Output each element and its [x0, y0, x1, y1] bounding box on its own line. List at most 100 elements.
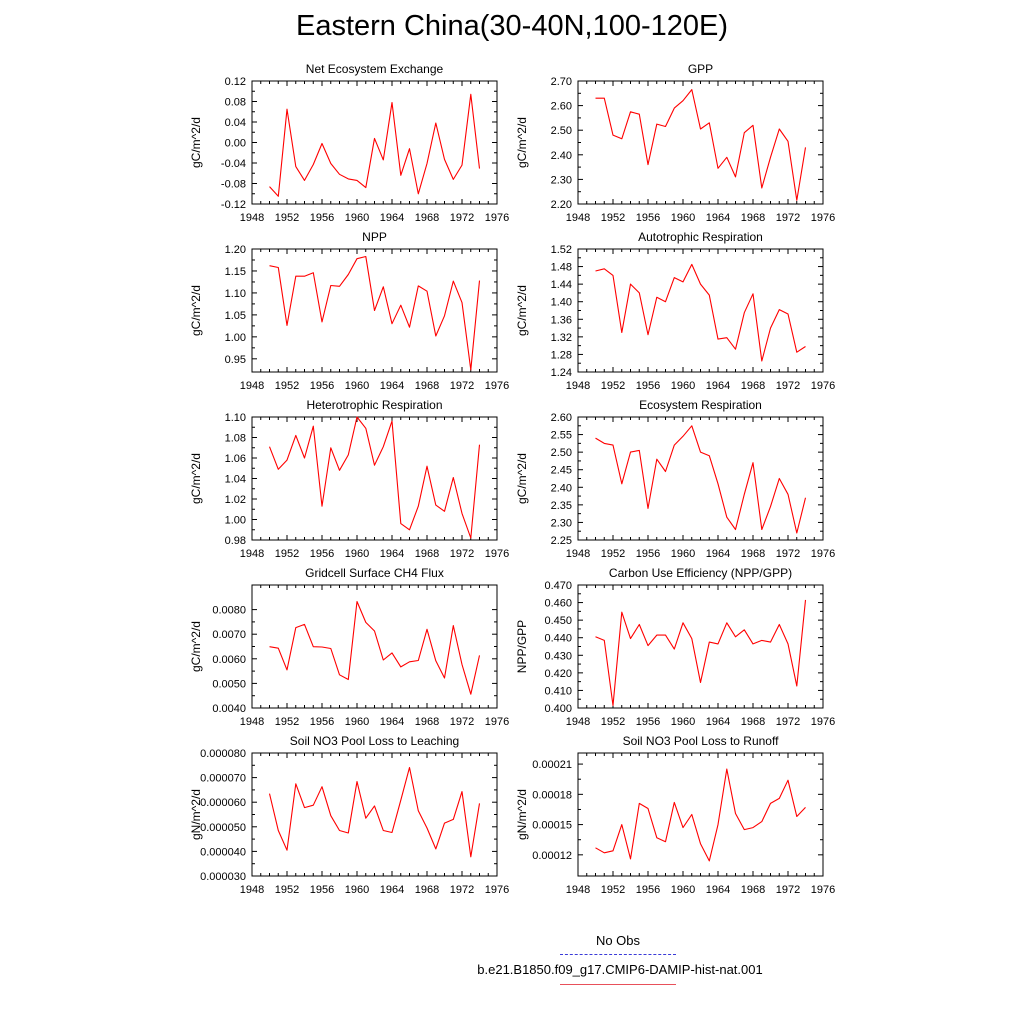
x-tick-label: 1968	[741, 716, 765, 728]
x-tick-label: 1972	[776, 212, 800, 224]
y-tick-label: 1.08	[225, 433, 246, 445]
y-tick-label: 2.60	[551, 412, 572, 424]
y-tick-label: 0.000040	[200, 846, 246, 858]
x-tick-label: 1960	[671, 212, 695, 224]
y-tick-label: 0.0080	[212, 605, 246, 617]
y-tick-label: -0.08	[221, 179, 246, 191]
chart-panel-2: NPP gC/m^2/d 1948 1952 1956 1960 1964 1968 1972 1…	[189, 230, 509, 392]
x-tick-label: 1972	[776, 716, 800, 728]
y-tick-label: 1.44	[551, 279, 572, 291]
x-tick-label: 1964	[706, 380, 730, 392]
y-tick-label: 0.440	[544, 633, 572, 645]
y-axis-label: gC/m^2/d	[189, 453, 203, 504]
series-line	[268, 416, 481, 539]
x-tick-label: 1964	[380, 884, 404, 896]
x-tick-label: 1952	[601, 548, 625, 560]
y-tick-label: 1.20	[225, 244, 246, 256]
plot-frame	[577, 416, 824, 541]
y-tick-label: -0.04	[221, 158, 246, 170]
x-tick-label: 1948	[240, 548, 264, 560]
chart-panel-5: Ecosystem Respiration gC/m^2/d 1948 1952 195…	[515, 398, 835, 560]
x-tick-label: 1952	[601, 884, 625, 896]
x-tick-label: 1960	[345, 716, 369, 728]
y-tick-label: 0.04	[225, 117, 246, 129]
series-line	[269, 255, 481, 371]
y-tick-label: 0.410	[544, 685, 572, 697]
y-tick-label: 0.00	[225, 138, 246, 150]
y-tick-label: 0.000070	[200, 773, 246, 785]
x-tick-label: 1976	[485, 884, 509, 896]
plot-frame	[577, 752, 824, 877]
y-tick-label: 1.48	[551, 262, 572, 274]
panel-title: NPP	[362, 230, 387, 244]
x-tick-label: 1964	[706, 884, 730, 896]
x-tick-label: 1956	[310, 716, 334, 728]
x-tick-label: 1976	[811, 380, 835, 392]
y-tick-label: 0.470	[544, 580, 572, 592]
legend-run-label: b.e21.B1850.f09_g17.CMIP6-DAMIP-hist-nat…	[477, 962, 763, 977]
series-line	[595, 599, 807, 706]
panel-title: Gridcell Surface CH4 Flux	[305, 566, 444, 580]
y-tick-label: 0.00015	[532, 820, 572, 832]
series-line	[595, 768, 806, 862]
chart-panel-7: Carbon Use Efficiency (NPP/GPP) NPP/GPP 19…	[515, 566, 835, 728]
y-axis-label: gC/m^2/d	[189, 621, 203, 672]
x-tick-label: 1972	[450, 548, 474, 560]
chart-panel-1: GPP gC/m^2/d 1948 1952 1956 1960 1964 1968 1972 1…	[515, 62, 835, 224]
panel-title: Heterotrophic Respiration	[306, 398, 442, 412]
y-tick-label: 0.0060	[212, 654, 246, 666]
x-tick-label: 1948	[566, 548, 590, 560]
x-tick-label: 1976	[811, 212, 835, 224]
plot-frame	[251, 584, 498, 709]
y-tick-label: 0.000030	[200, 871, 246, 883]
y-tick-label: 0.430	[544, 650, 572, 662]
series-line	[268, 766, 481, 858]
y-tick-label: 1.02	[225, 494, 246, 506]
y-tick-label: 2.50	[551, 125, 572, 137]
y-axis-label: gC/m^2/d	[189, 117, 203, 168]
x-tick-label: 1948	[240, 380, 264, 392]
chart-panel-8: Soil NO3 Pool Loss to Leaching gN/m^2/d 19…	[189, 734, 509, 896]
y-tick-label: 2.60	[551, 101, 572, 113]
x-tick-label: 1956	[636, 380, 660, 392]
x-tick-label: 1976	[485, 380, 509, 392]
y-tick-label: 2.35	[551, 500, 572, 512]
x-tick-label: 1964	[380, 380, 404, 392]
y-tick-label: 1.10	[225, 288, 246, 300]
x-tick-label: 1972	[776, 884, 800, 896]
y-tick-label: 0.000080	[200, 748, 246, 760]
panel-title: Autotrophic Respiration	[638, 230, 763, 244]
y-axis-label: NPP/GPP	[515, 620, 529, 673]
x-tick-label: 1948	[566, 884, 590, 896]
x-tick-label: 1972	[450, 716, 474, 728]
series-line	[595, 425, 807, 534]
x-tick-label: 1976	[485, 548, 509, 560]
x-tick-label: 1956	[310, 380, 334, 392]
plot-frame	[577, 80, 824, 205]
y-tick-label: 0.95	[225, 354, 246, 366]
x-tick-label: 1972	[776, 380, 800, 392]
legend-run-line	[560, 984, 676, 985]
y-tick-label: 0.420	[544, 668, 572, 680]
y-tick-label: 2.50	[551, 447, 572, 459]
y-tick-label: 0.000050	[200, 822, 246, 834]
panel-title: Soil NO3 Pool Loss to Runoff	[623, 734, 780, 748]
y-tick-label: 0.00021	[532, 759, 572, 771]
x-tick-label: 1968	[741, 380, 765, 392]
y-tick-label: 1.10	[225, 412, 246, 424]
x-tick-label: 1976	[485, 212, 509, 224]
x-tick-label: 1956	[636, 548, 660, 560]
x-tick-label: 1952	[601, 716, 625, 728]
y-axis-label: gN/m^2/d	[189, 789, 203, 840]
x-tick-label: 1960	[671, 380, 695, 392]
y-tick-label: 1.00	[225, 332, 246, 344]
y-axis-label: gC/m^2/d	[515, 117, 529, 168]
y-tick-label: 2.30	[551, 174, 572, 186]
y-tick-label: 1.36	[551, 314, 572, 326]
x-tick-label: 1960	[345, 884, 369, 896]
series-line	[595, 89, 807, 201]
y-tick-label: 0.98	[225, 535, 246, 547]
y-tick-label: 2.20	[551, 199, 572, 211]
chart-panel-4: Heterotrophic Respiration gC/m^2/d 1948 195…	[189, 398, 509, 560]
